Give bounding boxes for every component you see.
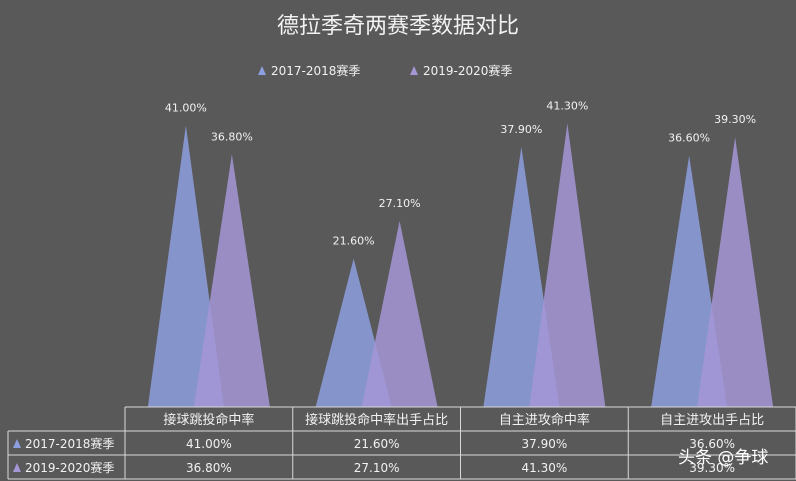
table-cell-series1-2: 21.60% <box>354 437 400 451</box>
legend-label-1: 2017-2018赛季 <box>271 63 360 78</box>
legend-marker-1 <box>258 66 266 75</box>
mark-series2-3 <box>529 123 606 407</box>
category-label-1: 接球跳投命中率 <box>163 412 254 428</box>
category-label-4: 自主进攻出手占比 <box>660 413 764 428</box>
chart-title: 德拉季奇两赛季数据对比 <box>277 14 519 39</box>
table-series-name-2: 2019-2020赛季 <box>25 460 114 475</box>
table-series-name-1: 2017-2018赛季 <box>25 436 114 451</box>
category-label-2: 接球跳投命中率出手占比 <box>305 412 448 428</box>
table-cell-series1-4: 36.60% <box>689 437 735 451</box>
data-labels: 41.00% 21.60% 37.90% 36.60% 36.80% 27.10% 41.3… <box>165 99 756 247</box>
data-label-series2-4: 39.30% <box>714 113 756 126</box>
table-cell-series2-4: 39.30% <box>689 461 735 475</box>
data-label-series1-1: 41.00% <box>165 101 207 114</box>
chart-marks <box>147 123 774 407</box>
table-series-marker-2 <box>13 463 21 472</box>
category-label-3: 自主进攻命中率 <box>499 412 590 428</box>
legend-marker-2 <box>410 66 418 75</box>
data-label-series2-2: 27.10% <box>379 197 421 210</box>
table-cell-series2-1: 36.80% <box>186 461 232 475</box>
watermark: 头条 @争球 <box>678 448 768 468</box>
table-cell-series2-3: 41.30% <box>521 461 567 475</box>
mark-series2-1 <box>193 154 270 407</box>
mark-series2-2 <box>361 220 438 407</box>
data-label-series2-1: 36.80% <box>211 130 253 143</box>
table-cell-series1-1: 41.00% <box>186 437 232 451</box>
data-label-series1-2: 21.60% <box>333 235 375 248</box>
legend-label-2: 2019-2020赛季 <box>423 63 512 78</box>
data-label-series1-3: 37.90% <box>500 123 542 136</box>
table-cell-series2-2: 27.10% <box>354 461 400 475</box>
table-cell-series1-3: 37.90% <box>521 437 567 451</box>
mark-series2-4 <box>697 137 774 407</box>
legend: 2017-2018赛季 2019-2020赛季 <box>258 63 512 78</box>
table-series-marker-1 <box>13 439 21 448</box>
data-label-series2-3: 41.30% <box>546 99 588 112</box>
data-label-series1-4: 36.60% <box>668 132 710 145</box>
data-table: 接球跳投命中率 接球跳投命中率出手占比 自主进攻命中率 自主进攻出手占比 2017-20… <box>7 406 796 480</box>
